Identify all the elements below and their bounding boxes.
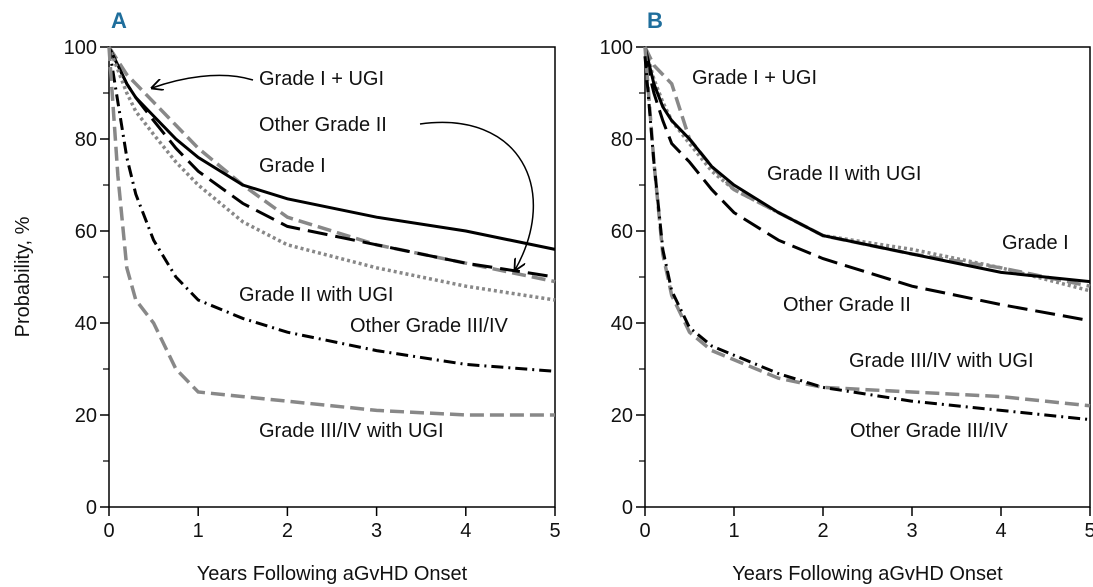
x-tick-label: 3 [906,520,917,542]
panel-label: A [111,8,127,33]
curve-label: Grade III/IV with UGI [259,420,444,442]
y-tick-label: 20 [75,405,97,427]
curve-label: Other Grade III/IV [350,315,509,337]
curve-label: Other Grade II [783,294,911,316]
survival-curve [643,46,1091,288]
survival-curve [107,46,556,373]
survival-curve [643,46,1091,284]
x-tick-label: 0 [103,520,114,542]
x-tick-label: 5 [549,520,560,542]
survival-curve [643,55,1091,323]
y-tick-label: 80 [75,129,97,151]
x-tick-label: 4 [460,520,471,542]
y-tick-label: 0 [86,497,97,519]
x-tick-label: 4 [995,520,1006,542]
survival-curve [643,46,1091,408]
survival-curve [107,46,556,284]
y-axis-label: Probability, % [12,216,34,337]
x-axis-label: Years Following aGvHD Onset [732,563,1003,585]
curve-label: Grade II with UGI [767,163,922,185]
x-tick-label: 2 [282,520,293,542]
x-tick-label: 3 [371,520,382,542]
curve-label: Other Grade III/IV [850,420,1009,442]
panel-label: B [647,8,663,33]
curve-label: Grade II with UGI [239,284,394,306]
curve-label: Grade III/IV with UGI [849,350,1034,372]
survival-curve [107,46,555,417]
curve-label: Other Grade II [259,114,387,136]
arrow [419,121,535,270]
x-tick-label: 5 [1084,520,1093,542]
y-tick-label: 100 [64,37,97,59]
curve-label: Grade I [259,155,326,177]
curve-label: Grade I [1002,232,1069,254]
y-tick-label: 60 [75,221,97,243]
survival-curve [107,46,556,251]
survival-curve [643,56,1091,422]
arrow [152,74,254,88]
curve-label: Grade I + UGI [692,67,817,89]
survival-curve [107,46,556,302]
x-tick-label: 1 [728,520,739,542]
curve-label: Grade I + UGI [259,68,384,90]
survival-curve [643,46,1091,293]
y-tick-label: 60 [611,221,633,243]
y-tick-label: 0 [622,497,633,519]
y-tick-label: 40 [611,313,633,335]
x-axis-label: Years Following aGvHD Onset [197,563,468,585]
y-tick-label: 100 [600,37,633,59]
x-tick-label: 2 [817,520,828,542]
x-tick-label: 1 [193,520,204,542]
y-tick-label: 80 [611,129,633,151]
y-tick-label: 20 [611,405,633,427]
y-tick-label: 40 [75,313,97,335]
x-tick-label: 0 [639,520,650,542]
